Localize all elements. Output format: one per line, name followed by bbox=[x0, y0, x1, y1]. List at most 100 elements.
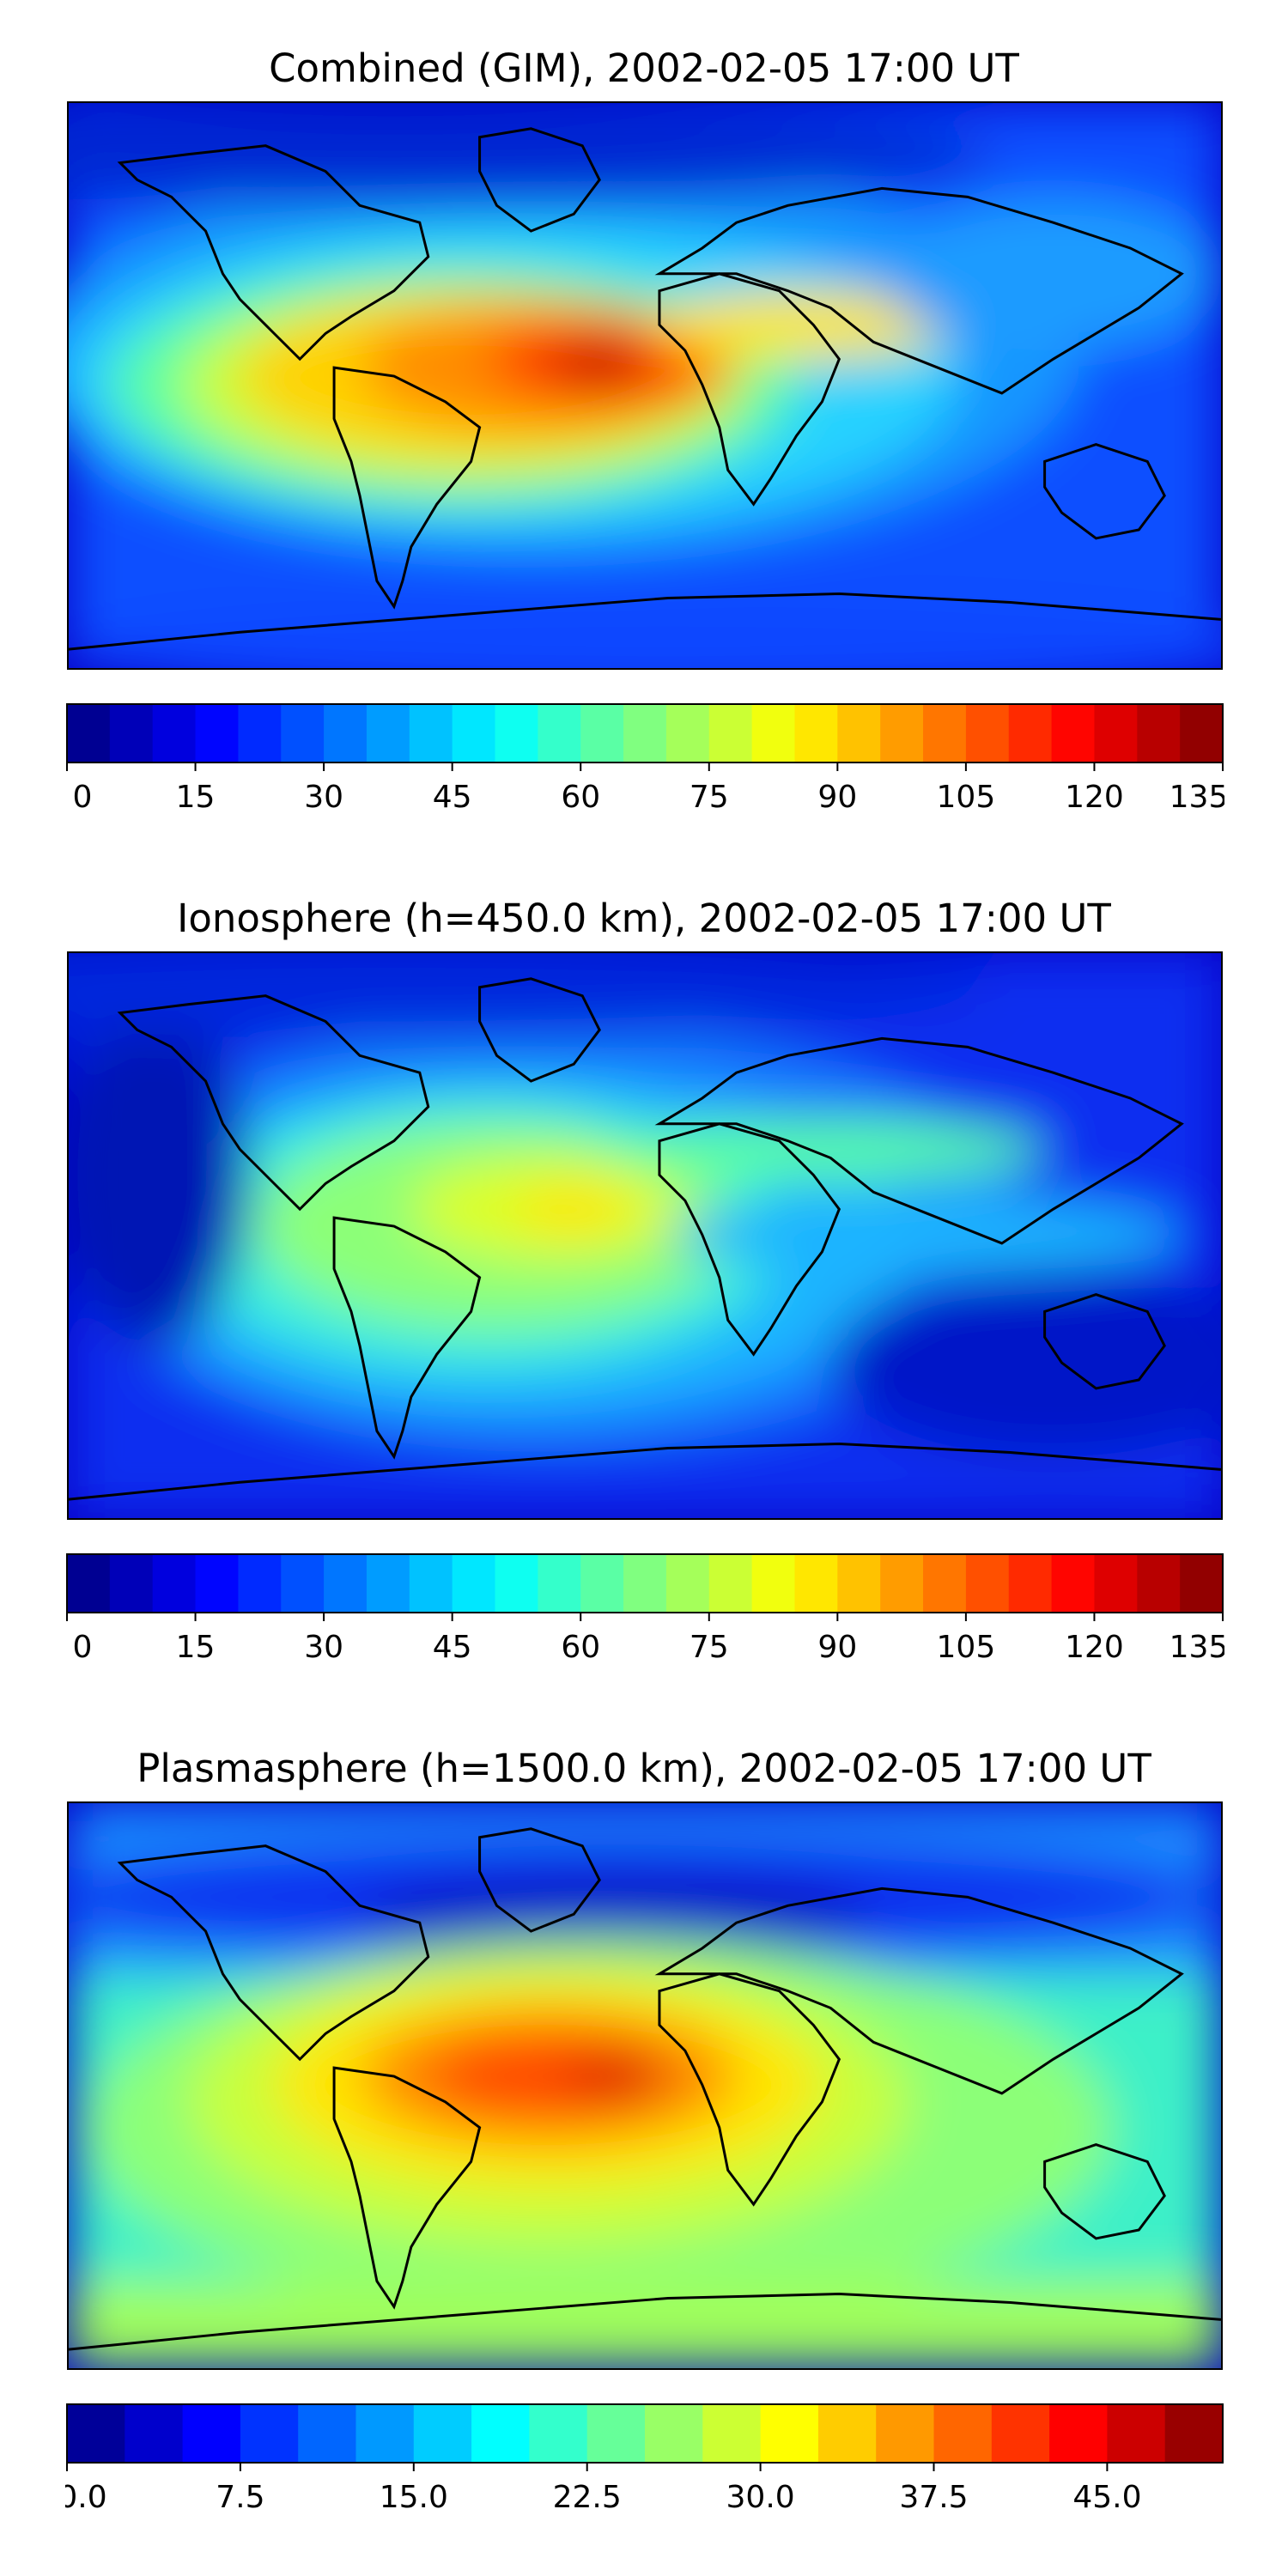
colorbar-level bbox=[580, 1554, 624, 1613]
colorbar-tick-label: 45.0 bbox=[1072, 2480, 1141, 2514]
colorbar-tick-label: 90 bbox=[817, 1630, 857, 1664]
colorbar: 0 15 30 45 60 75 90 105 120 135 bbox=[66, 1553, 1224, 1664]
colorbar-level bbox=[324, 1554, 368, 1613]
colorbar-level bbox=[240, 2404, 299, 2463]
tec-field bbox=[69, 1803, 1221, 2368]
colorbar-tick-label: 75 bbox=[690, 1630, 729, 1664]
colorbar-tick-label: 15.0 bbox=[380, 2480, 448, 2514]
colorbar-level bbox=[837, 1554, 881, 1613]
tec-field bbox=[69, 953, 1221, 1518]
coastlines bbox=[69, 127, 1221, 651]
colorbar-level bbox=[366, 704, 410, 762]
colorbar-level bbox=[452, 704, 496, 762]
colorbar-level bbox=[538, 1554, 581, 1613]
colorbar-level bbox=[125, 2404, 184, 2463]
colorbar-level bbox=[67, 704, 111, 762]
map-plot-area bbox=[67, 101, 1223, 670]
colorbar-tick-label: 22.5 bbox=[553, 2480, 622, 2514]
colorbar-level bbox=[529, 2404, 588, 2463]
colorbar-tick-label: 135 bbox=[1170, 1630, 1224, 1664]
colorbar-level bbox=[409, 1554, 453, 1613]
colorbar-level bbox=[1049, 2404, 1108, 2463]
colorbar-tick-label: 135 bbox=[1170, 780, 1224, 814]
colorbar-tick-label: 0.0 bbox=[65, 2480, 107, 2514]
colorbar-tick-label: 75 bbox=[690, 780, 729, 814]
colorbar-level bbox=[67, 1554, 111, 1613]
colorbar-tick-label: 60 bbox=[561, 1630, 600, 1664]
colorbar-level bbox=[238, 1554, 282, 1613]
colorbar-level bbox=[837, 704, 881, 762]
colorbar-level bbox=[1107, 2404, 1166, 2463]
colorbar-level bbox=[880, 704, 924, 762]
colorbar-level bbox=[876, 2404, 935, 2463]
colorbar-level bbox=[366, 1554, 410, 1613]
colorbar-level bbox=[1008, 1554, 1053, 1613]
colorbar-level bbox=[923, 704, 967, 762]
colorbar-level bbox=[324, 704, 368, 762]
colorbar-tick-label: 105 bbox=[937, 780, 996, 814]
colorbar-level bbox=[1137, 1554, 1181, 1613]
colorbar-tick-label: 45 bbox=[433, 780, 472, 814]
tec-map-svg bbox=[69, 953, 1221, 1518]
colorbar-tick-label: 90 bbox=[817, 780, 857, 814]
colorbar-tick-label: 120 bbox=[1065, 780, 1124, 814]
colorbar-level bbox=[495, 704, 538, 762]
colorbar-level bbox=[495, 1554, 538, 1613]
chart-title: Ionosphere (h=450.0 km), 2002-02-05 17:0… bbox=[177, 896, 1111, 941]
colorbar-tick-label: 45 bbox=[433, 1630, 472, 1664]
colorbar-level bbox=[195, 704, 240, 762]
colorbar-level bbox=[152, 704, 197, 762]
colorbar-tick-label: 15 bbox=[176, 1630, 216, 1664]
colorbar-level bbox=[708, 704, 753, 762]
colorbar-tick-label: 30 bbox=[304, 780, 343, 814]
colorbar-level bbox=[1180, 704, 1224, 762]
colorbar-tick-label: 105 bbox=[937, 1630, 996, 1664]
colorbar-level bbox=[645, 2404, 703, 2463]
colorbar-tick-label: 30 bbox=[304, 1630, 343, 1664]
map-plot-area bbox=[67, 1801, 1223, 2370]
colorbar-tick-label: 37.5 bbox=[899, 2480, 968, 2514]
colorbar-level bbox=[195, 1554, 240, 1613]
colorbar-level bbox=[580, 704, 624, 762]
colorbar-level bbox=[665, 1554, 710, 1613]
colorbar-level bbox=[413, 2404, 472, 2463]
colorbar-level bbox=[702, 2404, 762, 2463]
colorbar-tick-label: 30.0 bbox=[726, 2480, 795, 2514]
colorbar-level bbox=[965, 1554, 1010, 1613]
colorbar-level bbox=[182, 2404, 241, 2463]
colorbar-tick-label: 60 bbox=[561, 780, 600, 814]
colorbar-level bbox=[471, 2404, 530, 2463]
colorbar-tick-label: 0 bbox=[73, 780, 93, 814]
colorbar-level bbox=[965, 704, 1010, 762]
colorbar: 0 15 30 45 60 75 90 105 120 135 bbox=[66, 703, 1224, 814]
colorbar-level bbox=[109, 1554, 154, 1613]
colorbar-level bbox=[923, 1554, 967, 1613]
colorbar-level bbox=[751, 1554, 796, 1613]
colorbar: 0.0 7.5 15.0 22.5 30.0 37.5 45.0 bbox=[65, 2403, 1224, 2514]
colorbar-level bbox=[238, 704, 282, 762]
coastlines bbox=[69, 1827, 1221, 2351]
colorbar-level bbox=[751, 704, 796, 762]
colorbar-level bbox=[452, 1554, 496, 1613]
tec-map-svg bbox=[69, 1803, 1221, 2368]
colorbar-level bbox=[1137, 704, 1181, 762]
colorbar-level bbox=[991, 2404, 1050, 2463]
colorbar-tick-label: 0 bbox=[73, 1630, 93, 1664]
colorbar-frame bbox=[66, 2403, 1224, 2464]
colorbar-frame bbox=[66, 703, 1224, 763]
colorbar-level bbox=[538, 704, 581, 762]
colorbar-level bbox=[109, 704, 154, 762]
colorbar-level bbox=[586, 2404, 646, 2463]
map-plot-area bbox=[67, 951, 1223, 1520]
colorbar-tick-label: 15 bbox=[176, 780, 216, 814]
colorbar-level bbox=[1051, 1554, 1096, 1613]
colorbar-level bbox=[67, 2404, 125, 2463]
colorbar-level bbox=[281, 704, 325, 762]
colorbar-level bbox=[880, 1554, 924, 1613]
colorbar-level bbox=[1094, 1554, 1138, 1613]
colorbar-level bbox=[1051, 704, 1096, 762]
colorbar-level bbox=[1164, 2404, 1224, 2463]
colorbar-level bbox=[1180, 1554, 1224, 1613]
colorbar-level bbox=[760, 2404, 819, 2463]
chart-title: Combined (GIM), 2002-02-05 17:00 UT bbox=[269, 46, 1019, 91]
